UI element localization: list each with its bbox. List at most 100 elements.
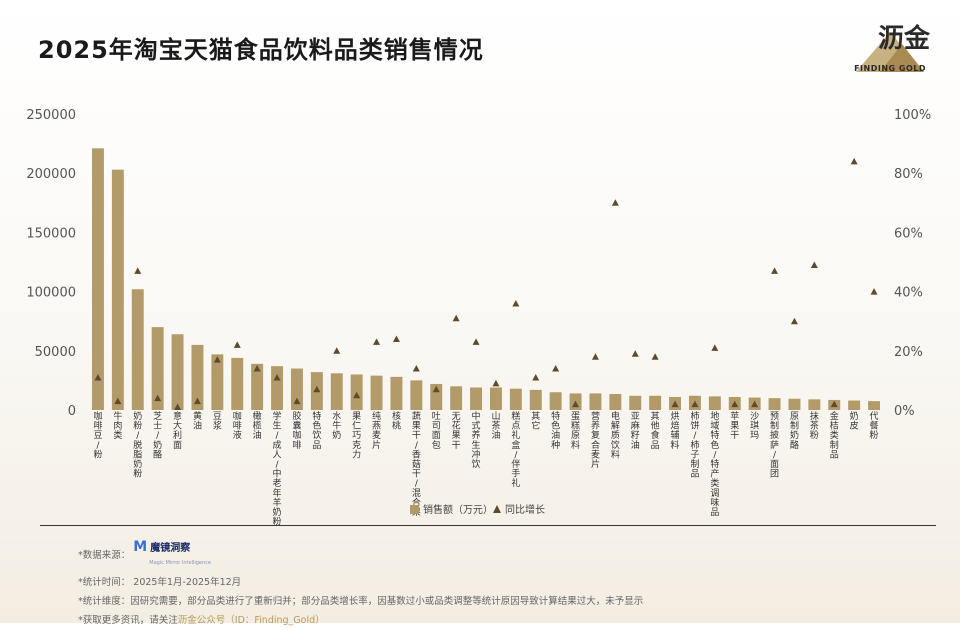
bar — [370, 375, 383, 410]
growth-marker — [154, 394, 162, 402]
x-tick-label: 蛋糕原料 — [571, 411, 580, 451]
bar — [410, 380, 423, 410]
bar — [151, 327, 164, 410]
bar — [549, 392, 562, 410]
x-tick-label: 其他食品 — [651, 411, 660, 451]
y-left-tick-label: 200000 — [26, 167, 76, 182]
x-tick-label: 意大利面 — [173, 410, 182, 451]
bar — [509, 388, 522, 410]
growth-marker — [193, 397, 201, 405]
legend-label-sales: 销售额（万元） — [423, 503, 493, 516]
growth-marker — [870, 288, 878, 295]
x-tick-label: 亚麻籽油 — [631, 411, 640, 451]
x-tick-label: 奶皮 — [850, 410, 859, 432]
growth-marker — [134, 267, 142, 274]
y-left-tick-label: 250000 — [26, 108, 76, 123]
bar — [629, 395, 642, 410]
growth-marker — [532, 373, 540, 381]
x-tick-label: 胶囊咖啡 — [292, 410, 301, 451]
growth-marker — [591, 353, 599, 360]
bar — [768, 398, 781, 410]
bar — [589, 393, 602, 410]
footnote-source: *数据来源： M 魔镜洞察 Magic Mirror Intelligence — [78, 538, 643, 573]
chart: 0 50000 100000 150000 200000 250000 0% 20% 40% 60… — [26, 108, 931, 525]
growth-marker — [333, 347, 341, 354]
y-right-tick-label: 20% — [894, 345, 923, 360]
source-label: *数据来源： — [78, 550, 131, 561]
bar — [609, 394, 622, 410]
x-tick-label: 中式养生冲饮 — [472, 410, 481, 470]
growth-marker — [512, 299, 520, 307]
growth-marker — [691, 400, 699, 408]
bar — [470, 387, 483, 410]
x-tick-label: 代餐粉 — [870, 411, 879, 441]
y-left-tick-label: 100000 — [26, 286, 76, 301]
bar — [430, 383, 443, 410]
bar — [330, 373, 343, 410]
y-left-tick-label: 0 — [68, 404, 76, 419]
x-tick-label: 柿饼/柿子制品 — [690, 410, 699, 480]
source-logo-icon: M — [133, 539, 148, 555]
growth-marker — [751, 400, 759, 408]
x-tick-label: 特色饮品 — [312, 410, 321, 451]
bar — [271, 366, 284, 410]
chart-title: 2025年淘宝天猫食品饮料品类销售情况 — [38, 36, 484, 64]
divider — [40, 525, 936, 526]
growth-marker — [392, 335, 400, 342]
brand-subtitle: FINDING GOLD — [854, 64, 926, 73]
footnote-more-accent: 沥金公众号（ID：Finding_Gold） — [177, 615, 325, 626]
x-tick-label: 蔬果干/香菇干/混合果 — [412, 410, 421, 518]
growth-marker — [671, 400, 679, 408]
x-tick-label: 地域特色/特产类调味品 — [710, 410, 719, 518]
growth-marker — [711, 344, 719, 351]
y-right-tick-label: 60% — [894, 226, 923, 241]
footnote-more-prefix: *获取更多资讯，请关注 — [78, 615, 178, 626]
bar — [131, 289, 144, 410]
growth-marker — [651, 353, 659, 360]
growth-marker — [174, 403, 182, 411]
y-right-tick-label: 40% — [894, 286, 923, 301]
growth-marker — [572, 400, 580, 408]
brand-logo-icon — [856, 32, 924, 72]
x-tick-label: 果仁巧克力 — [352, 411, 361, 460]
bar — [808, 399, 821, 410]
x-tick-label: 原制奶酪 — [790, 411, 799, 451]
footnote-more: *获取更多资讯，请关注沥金公众号（ID：Finding_Gold） — [78, 611, 643, 630]
x-tick-label: 咖啡液 — [233, 410, 242, 441]
growth-marker — [293, 397, 301, 405]
footnote-dimension: *统计维度：因研究需要，部分品类进行了重新归并；部分品类增长率，因基数过小或品类… — [78, 596, 644, 607]
growth-marker — [830, 400, 838, 408]
x-tick-label: 特色油种 — [551, 410, 560, 451]
bar — [848, 400, 861, 410]
y-left-tick-label: 50000 — [35, 345, 76, 360]
x-tick-label: 豆浆 — [213, 411, 222, 432]
x-tick-label: 水牛奶 — [332, 410, 341, 441]
growth-marker — [313, 385, 321, 393]
source-sub: Magic Mirror Intelligence — [149, 560, 211, 566]
growth-marker — [790, 317, 798, 325]
x-tick-label: 橄榄油 — [253, 410, 262, 441]
x-tick-label: 抹茶粉 — [810, 410, 819, 441]
source-name: 魔镜洞察 — [150, 543, 191, 554]
growth-marker — [611, 199, 619, 206]
growth-marker — [731, 400, 739, 408]
bar — [529, 389, 542, 410]
bar — [171, 334, 184, 410]
y-right-tick-label: 80% — [894, 167, 923, 182]
growth-marker — [273, 373, 281, 381]
bar — [91, 148, 104, 410]
x-tick-label: 学生/成人/中老年羊奶粉 — [273, 410, 282, 525]
y-right-tick-label: 100% — [894, 108, 931, 123]
bar — [489, 387, 502, 410]
x-tick-label: 黄油 — [193, 410, 202, 432]
x-tick-label: 营养复合麦片 — [591, 410, 600, 470]
x-tick-label: 芝士/奶酪 — [153, 410, 162, 460]
bar — [191, 344, 204, 410]
brand-name: 沥金 — [877, 24, 930, 54]
x-tick-label: 咖啡豆/粉 — [93, 410, 102, 460]
source-logo: M 魔镜洞察 Magic Mirror Intelligence — [133, 538, 211, 573]
bar — [450, 386, 463, 410]
x-tick-label: 沙琪玛 — [750, 411, 759, 441]
growth-marker — [452, 314, 460, 322]
bar — [708, 396, 721, 410]
